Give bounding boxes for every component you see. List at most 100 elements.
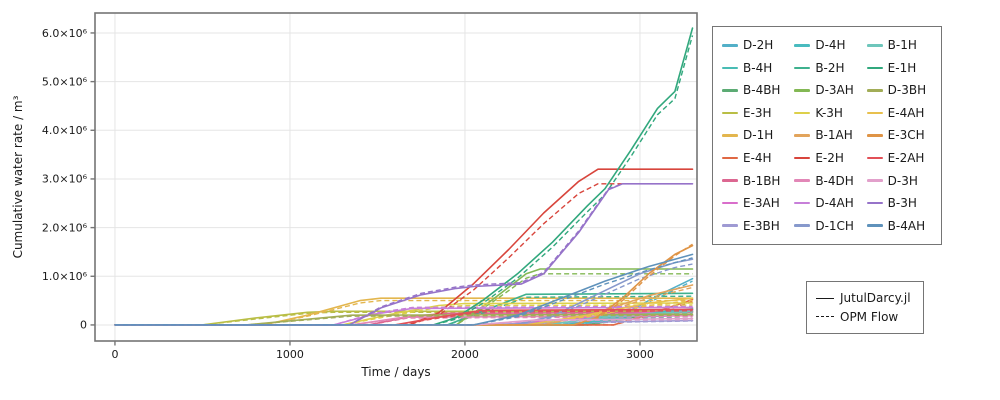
dashed-line-icon <box>816 316 834 318</box>
solid-line-icon <box>816 297 834 299</box>
line-swatch-icon <box>794 224 811 227</box>
line-swatch-icon <box>866 89 883 92</box>
well-name-label: B-4BH <box>743 83 781 98</box>
legend-item-well-B-4BH: B-4BH <box>722 79 787 102</box>
line-swatch-icon <box>866 201 883 205</box>
curve-jutuldarcy-B-3H <box>114 183 694 326</box>
well-name-label: D-2H <box>743 38 774 53</box>
line-swatch-icon <box>794 179 811 182</box>
legend-item-well-B-1BH: B-1BH <box>722 169 787 192</box>
well-name-label: B-1AH <box>815 128 853 143</box>
x-tick-label: 0 <box>111 348 118 361</box>
x-tick-label: 2000 <box>451 348 479 361</box>
well-name-label: D-3H <box>887 173 918 188</box>
legend-item-well-B-4DH: B-4DH <box>794 169 859 192</box>
y-tick-label: 3.0×10⁶ <box>42 173 88 186</box>
well-name-label: E-3H <box>743 105 772 120</box>
legend-item-well-B-1H: B-1H <box>866 34 932 57</box>
legend-item-well-B-2H: B-2H <box>794 57 859 80</box>
axis-tick-labels: 0 1000 2000 3000 0 1.0×10⁶ 2.0×10⁶ 3.0×10⁶ 4.0×1… <box>42 27 654 361</box>
curve-opm-B-4AH <box>115 257 693 326</box>
well-name-label: D-4H <box>815 38 846 53</box>
curve-opm-E-1H <box>115 35 694 326</box>
line-swatch-icon <box>794 89 811 92</box>
line-swatch-icon <box>794 156 811 160</box>
legend-item-well-K-3H: K-3H <box>794 102 859 125</box>
well-name-label: B-4DH <box>815 173 854 188</box>
y-tick-label: 5.0×10⁶ <box>42 75 88 88</box>
line-swatch-icon <box>866 66 883 70</box>
line-swatch-icon <box>722 224 738 227</box>
well-name-label: B-4AH <box>887 218 926 233</box>
y-tick-label: 0 <box>80 319 87 332</box>
legend-item-well-E-3BH: E-3BH <box>722 214 787 237</box>
well-name-label: E-4H <box>743 151 772 166</box>
line-swatch-icon <box>866 179 883 182</box>
well-name-label: D-4AH <box>815 196 854 211</box>
well-name-label: B-2H <box>815 60 845 75</box>
legend-item-well-D-3H: D-3H <box>866 169 932 192</box>
legend-item-well-E-2AH: E-2AH <box>866 147 932 170</box>
well-name-label: E-4AH <box>887 105 925 120</box>
line-swatch-icon <box>794 201 811 205</box>
legend-item-well-D-3AH: D-3AH <box>794 79 859 102</box>
solver-label: OPM Flow <box>840 309 899 324</box>
legend-item-well-E-3H: E-3H <box>722 102 787 125</box>
line-swatch-icon <box>866 111 883 115</box>
plot-frame <box>94 12 698 342</box>
curve-opm-K-3H <box>115 304 693 326</box>
y-tick-label: 4.0×10⁶ <box>42 124 88 137</box>
legend-item-well-E-3CH: E-3CH <box>866 124 932 147</box>
curve-opm-D-1CH <box>115 263 693 326</box>
legend-item-well-D-3BH: D-3BH <box>866 79 932 102</box>
line-swatch-icon <box>722 156 738 160</box>
solver-label: JutulDarcy.jl <box>840 291 911 306</box>
well-name-label: D-1CH <box>815 218 854 233</box>
legend-item-well-E-4H: E-4H <box>722 147 787 170</box>
legend-item-well-D-1H: D-1H <box>722 124 787 147</box>
well-name-label: D-3BH <box>887 83 927 98</box>
line-swatch-icon <box>722 201 738 205</box>
legend-item-well-B-4AH: B-4AH <box>866 214 932 237</box>
well-name-label: D-1H <box>743 128 774 143</box>
line-swatch-icon <box>866 224 883 227</box>
line-swatch-icon <box>866 43 883 47</box>
line-swatch-icon <box>866 156 883 160</box>
legend-item-well-E-1H: E-1H <box>866 57 932 80</box>
well-name-label: E-3BH <box>743 218 780 233</box>
legend-item-well-B-4H: B-4H <box>722 57 787 80</box>
y-tick-label: 2.0×10⁶ <box>42 221 88 234</box>
well-name-label: E-2AH <box>887 151 925 166</box>
line-swatch-icon <box>722 66 738 70</box>
well-name-label: E-3CH <box>887 128 925 143</box>
well-name-label: E-2H <box>815 151 844 166</box>
line-swatch-icon <box>794 111 811 115</box>
well-curves <box>114 27 694 326</box>
legend-item-well-B-1AH: B-1AH <box>794 124 859 147</box>
well-name-label: E-3AH <box>743 196 780 211</box>
axis-ticks <box>90 32 641 346</box>
well-name-label: D-3AH <box>815 83 854 98</box>
curve-jutuldarcy-E-1H <box>114 27 694 326</box>
line-swatch-icon <box>794 43 811 47</box>
well-name-label: E-1H <box>887 60 917 75</box>
x-tick-label: 3000 <box>626 348 654 361</box>
line-swatch-icon <box>722 179 738 182</box>
y-tick-label: 1.0×10⁶ <box>42 270 88 283</box>
line-swatch-icon <box>794 66 811 70</box>
legend-item-well-D-4AH: D-4AH <box>794 192 859 215</box>
legend-item-jutuldarcy: JutulDarcy.jl <box>816 291 914 305</box>
well-legend: D-2H B-4H B-4BH E-3H D-1H E-4H B-1BH E-3AH E-3BH… <box>712 26 942 245</box>
legend-item-well-E-3AH: E-3AH <box>722 192 787 215</box>
well-name-label: K-3H <box>815 105 843 120</box>
legend-item-well-D-1CH: D-1CH <box>794 214 859 237</box>
curve-opm-E-3CH <box>115 243 693 326</box>
well-name-label: B-3H <box>887 196 917 211</box>
well-name-label: B-1BH <box>743 173 781 188</box>
y-tick-label: 6.0×10⁶ <box>42 27 88 40</box>
line-swatch-icon <box>722 43 738 47</box>
line-swatch-icon <box>794 134 811 137</box>
x-tick-label: 1000 <box>276 348 304 361</box>
grid-lines <box>95 13 697 341</box>
